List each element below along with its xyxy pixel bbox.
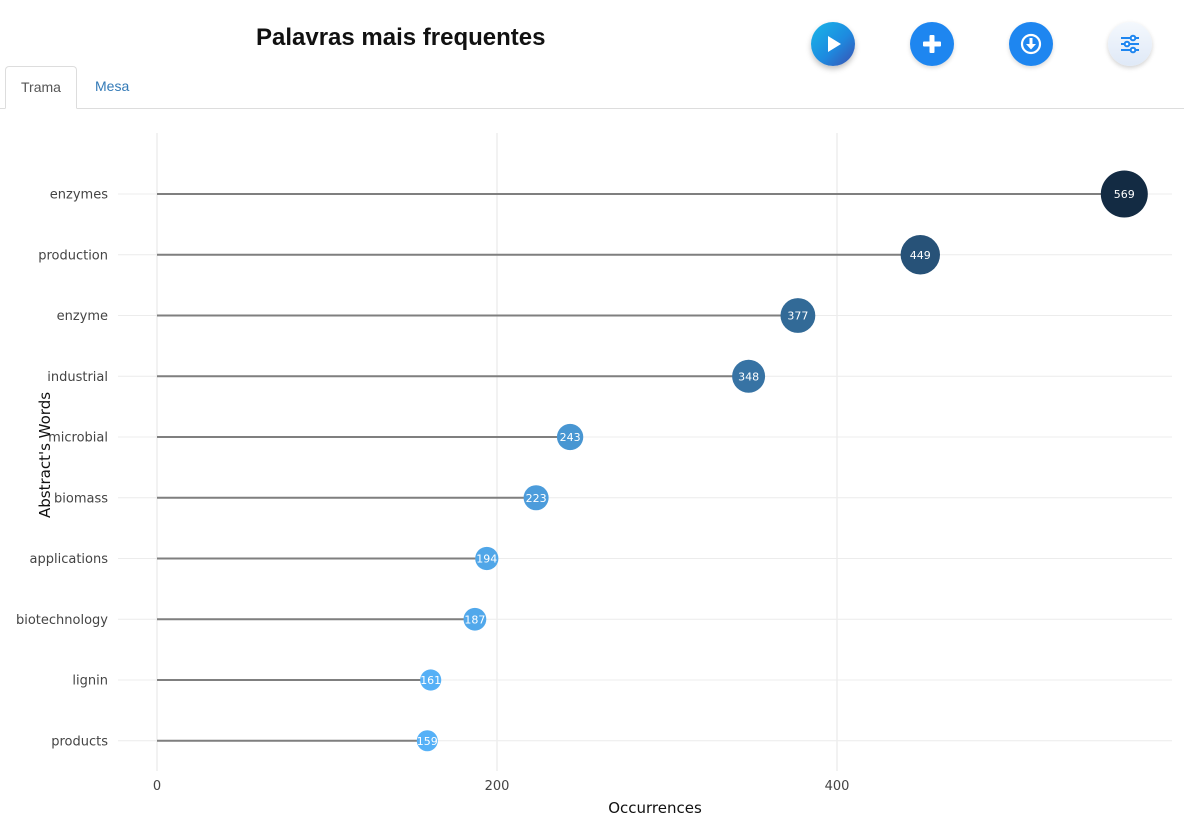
y-tick-label: enzymes: [50, 188, 108, 203]
play-icon: [828, 36, 841, 52]
lollipop-dot: [780, 298, 816, 333]
data-label: 569: [1114, 188, 1135, 201]
y-tick-label: microbial: [48, 431, 108, 446]
tab-trama[interactable]: Trama: [5, 66, 77, 109]
play-button[interactable]: [811, 22, 855, 66]
y-tick-label: industrial: [47, 370, 108, 385]
lollipop-dot: [416, 730, 438, 752]
settings-button[interactable]: [1108, 22, 1152, 66]
data-label: 348: [738, 370, 759, 383]
x-tick-label: 0: [153, 779, 161, 794]
y-tick-label: applications: [30, 552, 109, 567]
add-button[interactable]: [910, 22, 954, 66]
data-label: 377: [787, 310, 808, 323]
lollipop-dot: [463, 607, 487, 631]
lollipop-dot: [523, 485, 549, 511]
lollipop-dot: [1100, 170, 1148, 218]
y-axis-title: Abstract's Words: [36, 392, 54, 518]
y-tick-label: enzyme: [57, 309, 108, 324]
lollipop-dot: [420, 669, 442, 691]
tab-bar: Trama Mesa: [0, 66, 1184, 109]
data-label: 194: [476, 553, 497, 566]
y-tick-label: lignin: [72, 674, 108, 689]
lollipop-dot: [732, 359, 766, 393]
y-tick-label: products: [51, 734, 108, 749]
sliders-icon: [1121, 34, 1139, 54]
x-tick-label: 400: [825, 779, 850, 794]
data-label: 223: [526, 492, 547, 505]
page-title: Palavras mais frequentes: [256, 24, 546, 51]
data-label: 187: [464, 613, 485, 626]
y-tick-label: biomass: [54, 491, 108, 506]
download-icon: [1020, 33, 1042, 55]
data-label: 159: [417, 735, 438, 748]
download-button[interactable]: [1009, 22, 1053, 66]
x-axis-title: Occurrences: [608, 799, 702, 817]
lollipop-dot: [475, 546, 499, 571]
lollipop-dot: [556, 423, 584, 451]
x-tick-label: 200: [485, 779, 510, 794]
data-label: 243: [560, 431, 581, 444]
y-tick-label: production: [38, 248, 108, 263]
plus-icon: [923, 35, 941, 53]
data-label: 449: [910, 249, 931, 262]
y-tick-label: biotechnology: [16, 613, 108, 628]
lollipop-dot: [900, 235, 940, 275]
tab-mesa[interactable]: Mesa: [95, 78, 130, 94]
data-label: 161: [420, 674, 441, 687]
